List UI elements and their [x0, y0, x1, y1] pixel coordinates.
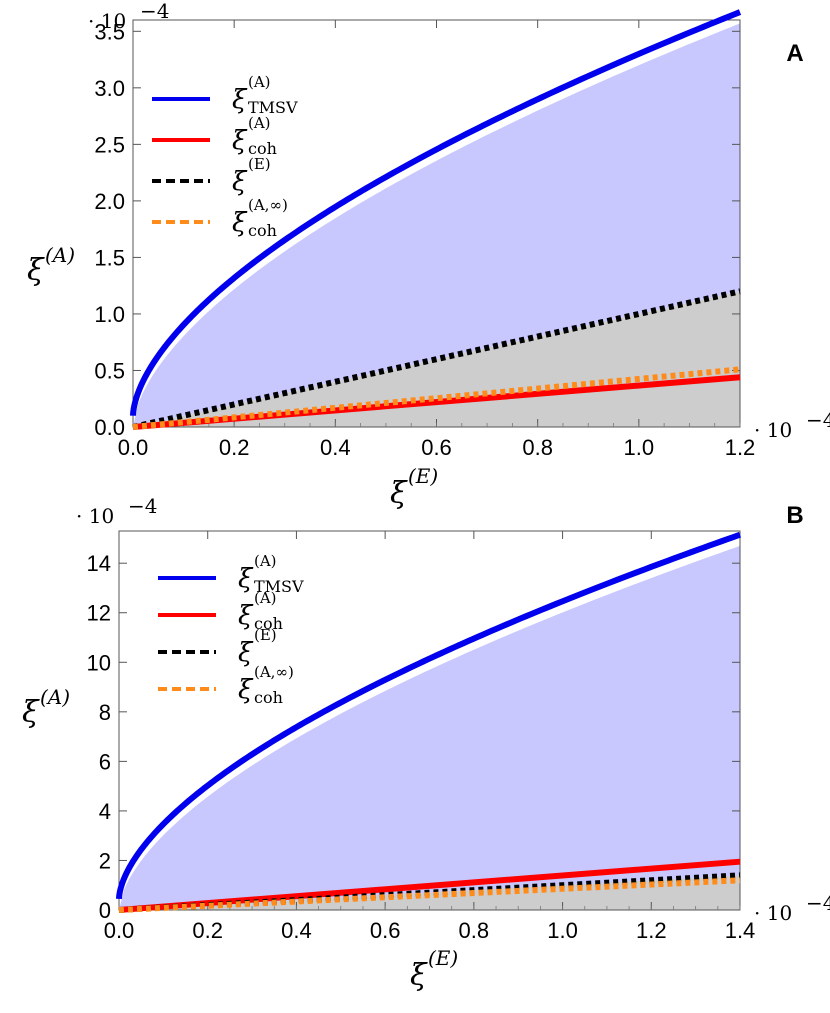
x-axis-multiplier-exponent: −4 — [806, 891, 830, 915]
x-axis-label: ξ — [390, 476, 408, 511]
y-axis-multiplier-exponent: −4 — [128, 494, 157, 518]
x-tick-label: 1.2 — [636, 918, 667, 943]
legend-subscript: TMSV — [248, 98, 298, 117]
legend-superscript: (E) — [254, 626, 277, 644]
x-tick-label: 1.2 — [725, 435, 756, 460]
legend-subscript: TMSV — [254, 577, 304, 596]
y-ticks: 0 2 4 6 8 10 12 14 — [87, 551, 740, 923]
y-tick-label: 3.5 — [94, 19, 125, 44]
shaded-region-upper — [119, 545, 740, 910]
panel-label: A — [786, 40, 803, 67]
x-tick-label: 0.4 — [320, 435, 351, 460]
y-tick-label: 1.5 — [94, 245, 125, 270]
y-tick-label: 14 — [87, 551, 111, 576]
y-tick-label: 8 — [99, 700, 111, 725]
legend-subscript: coh — [248, 139, 277, 158]
x-axis-label-superscript: (E) — [408, 464, 438, 488]
x-axis-multiplier-exponent: −4 — [806, 408, 830, 432]
series-line-xi-a-coh-inf — [132, 366, 741, 430]
legend-symbol: ξ — [232, 167, 248, 197]
x-tick-label: 1.0 — [547, 918, 578, 943]
x-tick-label: 0.2 — [192, 918, 223, 943]
x-axis-label-superscript: (E) — [428, 946, 458, 970]
chart-panel-b: 0.0 0.2 0.4 0.6 0.8 1.0 1.2 1.402468101214ξ(A)T… — [22, 494, 830, 993]
y-axis-label-superscript: (A) — [40, 685, 70, 709]
x-tick-label: 0.6 — [421, 435, 452, 460]
series-line-xi-a-tmsv — [116, 531, 741, 899]
legend-superscript: (A) — [248, 114, 271, 132]
y-tick-label: 12 — [87, 601, 111, 626]
y-tick-label: 2.0 — [94, 189, 125, 214]
y-ticks: 0.0 0.5 1.0 1.5 2.0 2.5 3.0 3.5 — [94, 19, 740, 440]
y-axis-multiplier: · 10 — [88, 9, 126, 33]
legend-superscript: (A,∞) — [254, 663, 294, 681]
x-tick-label: 0.6 — [370, 918, 401, 943]
y-tick-label: 0 — [99, 898, 111, 923]
y-axis-multiplier: · 10 — [76, 504, 114, 528]
x-tick-label: 0.4 — [281, 918, 312, 943]
y-tick-label: 10 — [87, 650, 111, 675]
legend-superscript: (A) — [248, 73, 271, 91]
legend-superscript: (E) — [248, 155, 271, 173]
x-tick-label: 0.2 — [219, 435, 250, 460]
y-axis-label: ξ — [22, 695, 40, 730]
x-tick-label: 0.8 — [522, 435, 553, 460]
y-tick-label: 0.0 — [94, 415, 125, 440]
series-line-xi-e — [132, 288, 741, 430]
x-axis-multiplier: · 10 — [754, 901, 792, 925]
y-tick-label: 1.0 — [94, 302, 125, 327]
y-tick-label: 4 — [99, 799, 111, 824]
legend-superscript: (A) — [254, 589, 277, 607]
x-axis-multiplier: · 10 — [754, 418, 792, 442]
y-axis-label-superscript: (A) — [45, 243, 75, 267]
y-axis-multiplier-exponent: −4 — [140, 0, 169, 23]
y-tick-label: 2.5 — [94, 132, 125, 157]
x-tick-label: 0.0 — [104, 918, 135, 943]
legend-symbol: ξ — [238, 675, 254, 705]
legend-superscript: (A,∞) — [248, 196, 288, 214]
series-line-xi-a-tmsv — [130, 9, 742, 416]
legend-symbol: ξ — [238, 638, 254, 668]
x-tick-label: 1.0 — [624, 435, 655, 460]
x-ticks: 0.0 0.2 0.4 0.6 0.8 1.0 1.2 1.4 — [104, 531, 756, 943]
y-tick-label: 0.5 — [94, 358, 125, 383]
legend-subscript: coh — [254, 688, 283, 707]
chart-panel-a: 0.0 0.2 0.4 0.6 0.8 1.0 1.2 0.0 0.5 1.0 1.5 2.0 2.5 3… — [27, 0, 830, 511]
legend-subscript: coh — [254, 614, 283, 633]
shaded-region-upper — [133, 23, 740, 427]
legend-symbol: ξ — [238, 601, 254, 631]
x-tick-label: 1.4 — [725, 918, 756, 943]
x-tick-label: 0.8 — [459, 918, 490, 943]
y-tick-label: 6 — [99, 749, 111, 774]
x-axis-label: ξ — [410, 958, 428, 993]
y-tick-label: 3.0 — [94, 76, 125, 101]
panel-label: B — [786, 502, 803, 529]
legend-symbol: ξ — [232, 85, 248, 115]
x-ticks: 0.0 0.2 0.4 0.6 0.8 1.0 1.2 — [118, 20, 756, 460]
legend-subscript: coh — [248, 221, 277, 240]
legend-superscript: (A) — [254, 552, 277, 570]
y-tick-label: 2 — [99, 848, 111, 873]
legend-symbol: ξ — [238, 564, 254, 594]
y-axis-label: ξ — [27, 253, 45, 288]
series-line-xi-a-coh-inf — [118, 877, 741, 913]
legend-symbol: ξ — [232, 126, 248, 156]
x-tick-label: 0.0 — [118, 435, 149, 460]
legend-symbol: ξ — [232, 208, 248, 238]
